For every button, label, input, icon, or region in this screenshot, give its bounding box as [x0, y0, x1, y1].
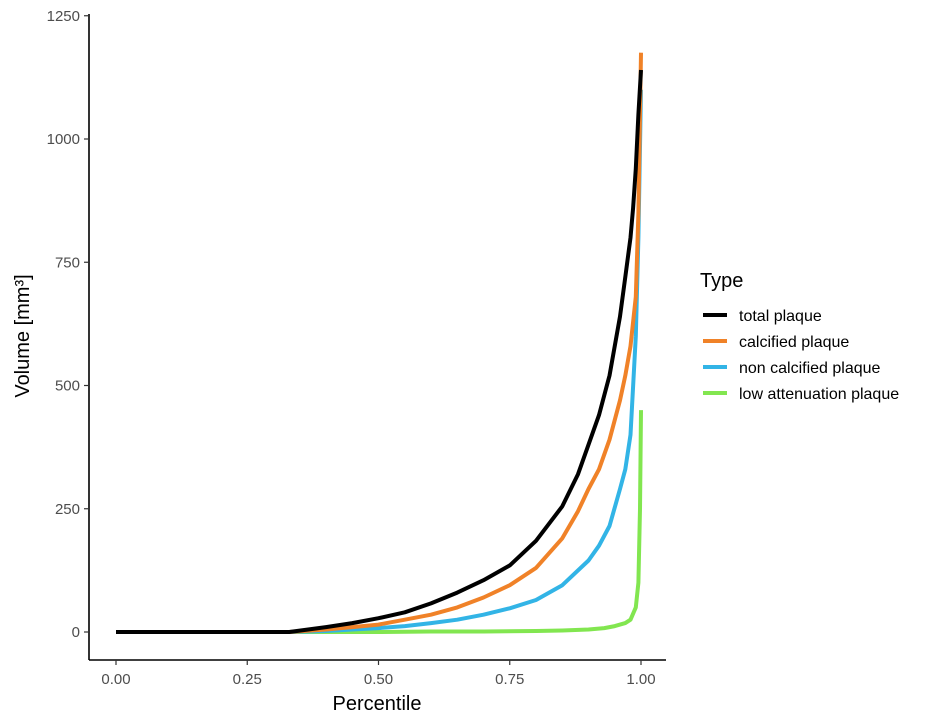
y-tick-label: 500: [55, 378, 80, 395]
x-axis-title: Percentile: [333, 693, 422, 715]
x-tick-label: 0.00: [101, 671, 130, 688]
legend-label: low attenuation plaque: [739, 386, 899, 403]
legend-item: low attenuation plaque: [703, 386, 899, 403]
y-tick-label: 0: [72, 624, 80, 641]
legend-label: calcified plaque: [739, 334, 849, 351]
series-lines: [116, 52, 643, 634]
x-tick-label: 0.75: [495, 671, 524, 688]
legend-title: Type: [700, 270, 743, 292]
y-tick-label: 1000: [47, 131, 80, 148]
series-line-non-calcified-plaque: [116, 89, 643, 634]
y-axis-ticks: 0 250 500 750 1000 1250: [47, 8, 89, 641]
x-tick-label: 0.50: [364, 671, 393, 688]
series-line-total-plaque: [116, 69, 643, 634]
y-tick-label: 1250: [47, 8, 80, 25]
x-tick-label: 1.00: [626, 671, 655, 688]
series-line-low-attenuation-plaque: [116, 410, 643, 634]
legend-item: non calcified plaque: [703, 360, 881, 377]
legend-item: calcified plaque: [703, 334, 849, 351]
plot-area: 0 250 500 750 1000 1250 0.00 0.25 0.50 0.75 1.00: [47, 8, 666, 688]
x-axis-ticks: 0.00 0.25 0.50 0.75 1.00: [101, 660, 656, 688]
legend-label: non calcified plaque: [739, 360, 881, 377]
y-tick-label: 750: [55, 254, 80, 271]
x-tick-label: 0.25: [233, 671, 262, 688]
legend-item: total plaque: [703, 308, 822, 325]
legend-items: total plaque calcified plaque non calcifie…: [703, 308, 899, 403]
legend-label: total plaque: [739, 308, 822, 325]
y-tick-label: 250: [55, 501, 80, 518]
y-axis-title: Volume [mm³]: [12, 274, 34, 397]
series-line-calcified-plaque: [116, 52, 643, 634]
legend: Type total plaque calcified plaque non cal…: [700, 270, 899, 403]
